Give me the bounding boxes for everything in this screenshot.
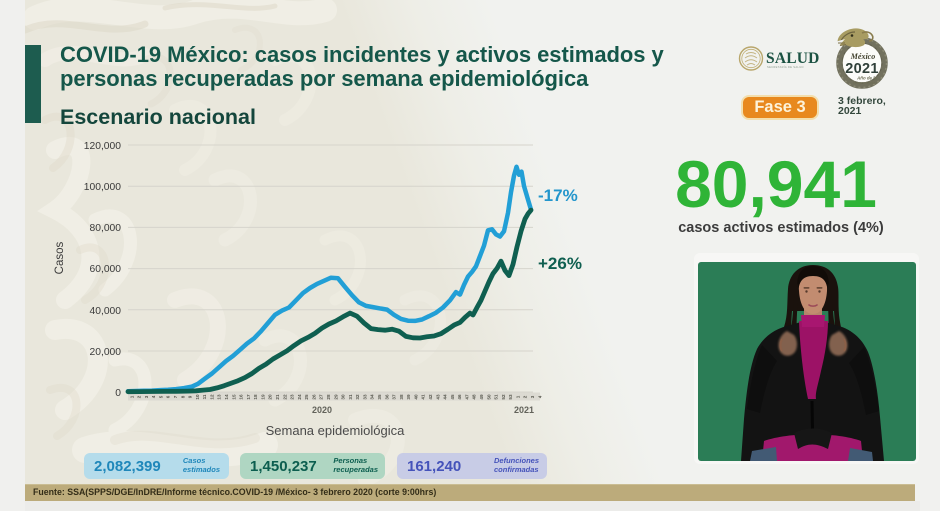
svg-text:46: 46: [457, 394, 462, 400]
svg-text:44: 44: [443, 394, 448, 400]
svg-text:38: 38: [399, 394, 404, 400]
svg-text:39: 39: [406, 394, 411, 400]
svg-text:2020: 2020: [312, 405, 332, 415]
svg-text:50: 50: [486, 394, 491, 400]
svg-text:28: 28: [326, 394, 331, 400]
svg-text:22: 22: [282, 394, 287, 400]
svg-text:36: 36: [384, 394, 389, 400]
svg-text:+26%: +26%: [538, 254, 582, 273]
svg-text:24: 24: [297, 394, 302, 400]
svg-text:14: 14: [224, 394, 229, 400]
svg-text:Independencia: Independencia: [853, 81, 875, 85]
svg-text:7: 7: [173, 395, 178, 398]
svg-text:43: 43: [435, 394, 440, 400]
svg-text:53: 53: [508, 394, 513, 400]
svg-text:16: 16: [239, 394, 244, 400]
svg-text:9: 9: [188, 395, 193, 398]
svg-text:5: 5: [158, 395, 163, 398]
svg-text:3: 3: [530, 395, 535, 398]
svg-text:40: 40: [413, 394, 418, 400]
svg-text:26: 26: [311, 394, 316, 400]
svg-text:31: 31: [348, 394, 353, 400]
svg-text:32: 32: [355, 394, 360, 400]
svg-text:20,000: 20,000: [90, 347, 122, 358]
svg-text:SECRETARÍA DE SALUD: SECRETARÍA DE SALUD: [767, 65, 804, 69]
svg-text:47: 47: [464, 394, 469, 400]
svg-text:23: 23: [290, 394, 295, 400]
svg-text:3: 3: [144, 395, 149, 398]
svg-text:México: México: [850, 52, 875, 61]
svg-text:1: 1: [129, 395, 134, 398]
svg-text:12: 12: [209, 394, 214, 400]
svg-text:Año de la: Año de la: [856, 76, 877, 81]
svg-text:Casos: Casos: [54, 241, 66, 274]
svg-text:80,000: 80,000: [90, 223, 122, 234]
svg-text:6: 6: [166, 395, 171, 398]
svg-text:13: 13: [217, 394, 222, 400]
svg-text:51: 51: [494, 394, 499, 400]
svg-text:4: 4: [151, 395, 156, 398]
svg-text:52: 52: [501, 394, 506, 400]
svg-text:15: 15: [231, 394, 236, 400]
svg-text:34: 34: [370, 394, 375, 400]
svg-text:2: 2: [137, 395, 142, 398]
svg-text:40,000: 40,000: [90, 306, 122, 317]
svg-text:37: 37: [392, 394, 397, 400]
svg-text:4: 4: [537, 395, 542, 398]
svg-text:1: 1: [515, 395, 520, 398]
svg-text:120,000: 120,000: [84, 141, 121, 152]
svg-text:2021: 2021: [845, 61, 878, 77]
svg-text:18: 18: [253, 394, 258, 400]
svg-text:2: 2: [523, 395, 528, 398]
svg-text:30: 30: [341, 394, 346, 400]
svg-text:42: 42: [428, 394, 433, 400]
svg-text:8: 8: [180, 395, 185, 398]
svg-text:49: 49: [479, 394, 484, 400]
svg-text:SALUD: SALUD: [766, 50, 820, 67]
svg-text:41: 41: [421, 394, 426, 400]
svg-text:25: 25: [304, 394, 309, 400]
svg-text:33: 33: [362, 394, 367, 400]
svg-text:29: 29: [333, 394, 338, 400]
svg-text:20: 20: [268, 394, 273, 400]
svg-text:2021: 2021: [514, 405, 534, 415]
svg-text:11: 11: [202, 394, 207, 399]
svg-text:35: 35: [377, 394, 382, 400]
svg-text:45: 45: [450, 394, 455, 400]
svg-text:-17%: -17%: [538, 186, 578, 205]
svg-text:60,000: 60,000: [90, 264, 122, 275]
svg-text:0: 0: [115, 388, 121, 399]
svg-text:27: 27: [319, 394, 324, 400]
svg-text:10: 10: [195, 394, 200, 400]
svg-text:21: 21: [275, 394, 280, 400]
svg-text:100,000: 100,000: [84, 182, 121, 193]
svg-text:Semana epidemiológica: Semana epidemiológica: [266, 423, 406, 438]
svg-text:19: 19: [260, 394, 265, 400]
svg-text:17: 17: [246, 394, 251, 400]
svg-text:48: 48: [472, 394, 477, 400]
